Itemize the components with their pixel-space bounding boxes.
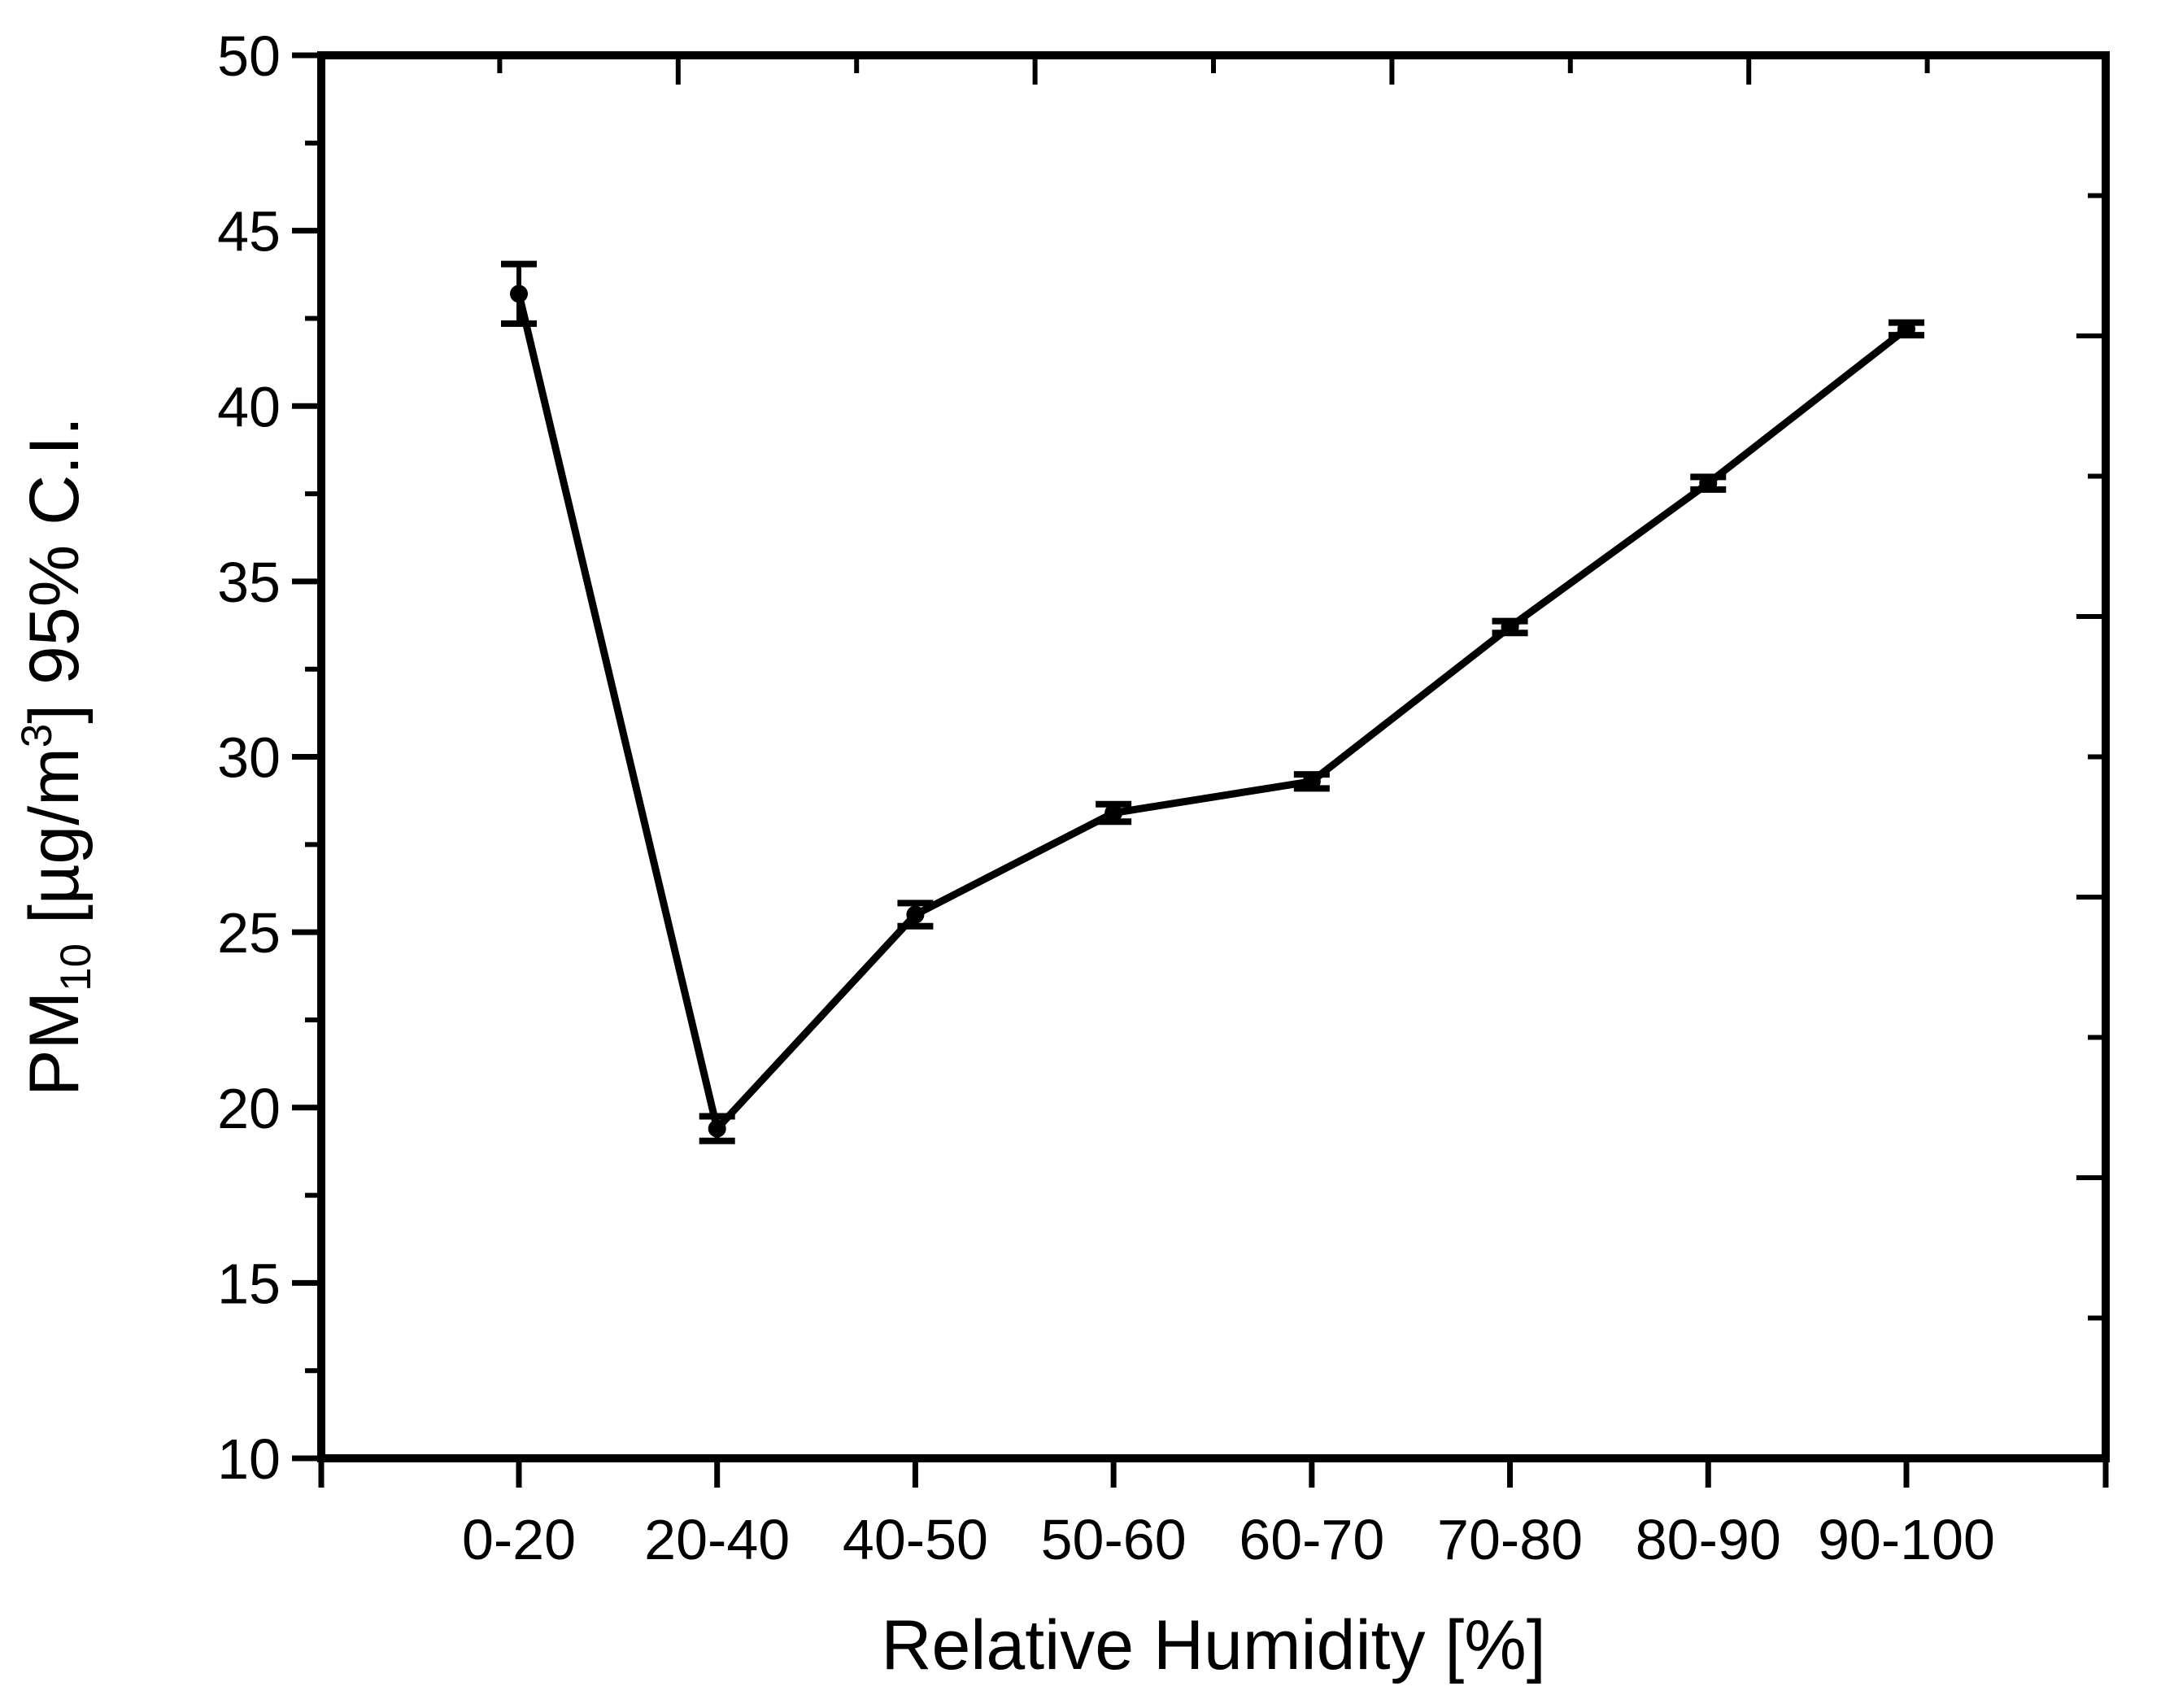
y-axis-tick-label: 35 (217, 551, 281, 614)
y-axis-title-segment: PM (15, 991, 94, 1096)
plot-frame (317, 51, 2110, 1462)
data-point-marker (1104, 804, 1123, 822)
data-point-marker (1897, 320, 1915, 338)
data-point-marker (1501, 617, 1519, 636)
y-axis-tick-label: 30 (217, 726, 281, 790)
data-point-marker (1699, 474, 1718, 493)
y-axis-tick-label: 40 (217, 375, 281, 438)
y-axis-tick-label: 20 (217, 1077, 281, 1140)
x-axis-tick-label: 90-100 (1818, 1508, 1995, 1571)
y-axis-title-segment: [µg/m (15, 747, 94, 943)
y-axis-tick-label: 50 (217, 24, 281, 88)
x-axis-tick-label: 20-40 (644, 1508, 790, 1571)
y-axis-tick-label: 10 (217, 1427, 281, 1491)
x-axis-tick-label: 0-20 (462, 1508, 576, 1571)
data-point-marker (510, 285, 528, 303)
y-axis-tick-label: 15 (217, 1252, 281, 1315)
y-axis-title-segment: ] 95% C.I. (15, 416, 94, 724)
x-axis-tick-label: 50-60 (1041, 1508, 1187, 1571)
y-axis-title: PM10 [µg/m3] 95% C.I. (13, 416, 100, 1096)
x-axis-tick-label: 60-70 (1239, 1508, 1384, 1571)
x-axis-tick-label: 80-90 (1636, 1508, 1781, 1571)
x-axis-tick-label: 40-50 (843, 1508, 988, 1571)
x-axis-tick-label: 70-80 (1437, 1508, 1583, 1571)
y-axis-title-segment: 10 (52, 943, 100, 991)
data-point-marker (708, 1119, 726, 1138)
y-axis-tick-label: 25 (217, 901, 281, 965)
data-point-marker (906, 905, 925, 924)
data-point-marker (1302, 772, 1321, 791)
y-axis-tick-label: 45 (217, 200, 281, 264)
data-line (515, 293, 1909, 1136)
y-axis-title-segment: 3 (13, 724, 61, 747)
x-axis-title: Relative Humidity [%] (881, 1606, 1545, 1684)
